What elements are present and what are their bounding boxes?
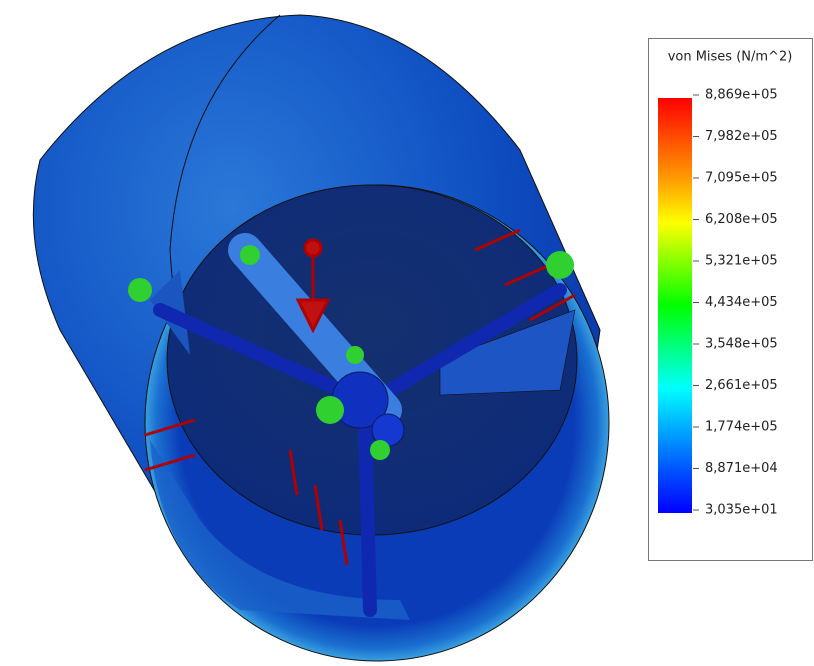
legend: von Mises (N/m^2) 8,869e+05 7,982e+05 7,09…	[649, 39, 813, 561]
legend-label: 7,095e+05	[705, 171, 778, 186]
legend-label: 8,871e+04	[705, 461, 778, 476]
legend-label: 7,982e+05	[705, 129, 778, 144]
color-bar	[658, 98, 692, 513]
legend-label: 2,661e+05	[705, 378, 778, 393]
legend-title: von Mises (N/m^2)	[668, 50, 793, 65]
model	[33, 15, 609, 661]
legend-label: 6,208e+05	[705, 212, 778, 227]
legend-label: 1,774e+05	[705, 420, 778, 435]
legend-label: 8,869e+05	[705, 88, 778, 103]
legend-label: 4,434e+05	[705, 295, 778, 310]
legend-label: 5,321e+05	[705, 254, 778, 269]
legend-label: 3,035e+01	[705, 503, 778, 518]
legend-label: 3,548e+05	[705, 337, 778, 352]
viewport: von Mises (N/m^2) 8,869e+05 7,982e+05 7,09…	[0, 0, 814, 662]
